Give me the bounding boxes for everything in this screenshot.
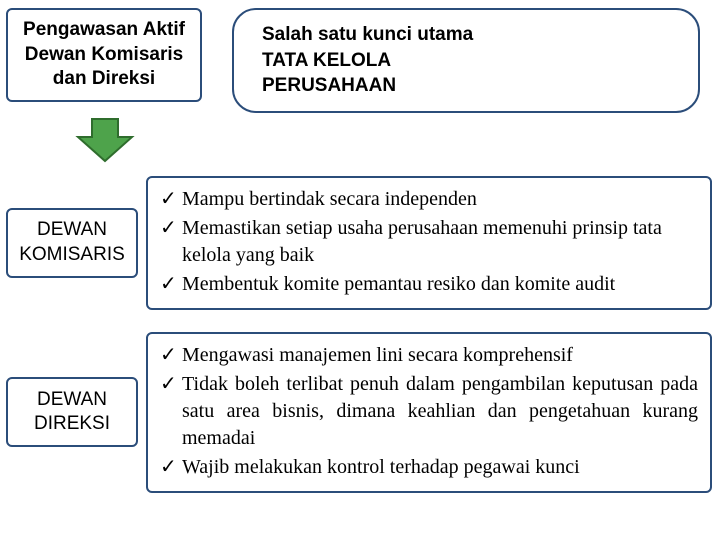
bullet-text: Membentuk komite pemantau resiko dan kom… xyxy=(182,273,615,295)
bullet-text: Wajib melakukan kontrol terhadap pegawai… xyxy=(182,456,580,478)
bullet-box-komisaris: ✓Mampu bertindak secara independen✓Memas… xyxy=(146,176,712,310)
title-box-left: Pengawasan Aktif Dewan Komisaris dan Dir… xyxy=(6,8,202,102)
check-icon: ✓ xyxy=(160,215,177,242)
check-icon: ✓ xyxy=(160,186,177,213)
bullet-text: Mengawasi manajemen lini secara komprehe… xyxy=(182,344,573,366)
section-label-direksi: DEWAN DIREKSI xyxy=(6,377,138,447)
bullet-text: Mampu bertindak secara independen xyxy=(182,188,477,210)
bullet-box-direksi: ✓Mengawasi manajemen lini secara kompreh… xyxy=(146,332,712,493)
title-right-line1: Salah satu kunci utama xyxy=(262,22,676,48)
label-line: DEWAN xyxy=(19,218,125,243)
title-box-right: Salah satu kunci utama TATA KELOLA PERUS… xyxy=(232,8,700,113)
title-right-line2: TATA KELOLA xyxy=(262,48,676,74)
bullet-item: ✓Mengawasi manajemen lini secara kompreh… xyxy=(156,342,698,369)
bullet-item: ✓Tidak boleh terlibat penuh dalam pengam… xyxy=(156,371,698,452)
bullet-item: ✓Wajib melakukan kontrol terhadap pegawa… xyxy=(156,454,698,481)
label-line: DEWAN xyxy=(34,388,110,413)
title-left-line2: Dewan Komisaris xyxy=(18,43,190,68)
down-arrow-icon xyxy=(70,117,720,168)
title-left-line3: dan Direksi xyxy=(18,67,190,92)
label-line: DIREKSI xyxy=(34,412,110,437)
check-icon: ✓ xyxy=(160,271,177,298)
check-icon: ✓ xyxy=(160,371,177,398)
check-icon: ✓ xyxy=(160,454,177,481)
check-icon: ✓ xyxy=(160,342,177,369)
bullet-text: Tidak boleh terlibat penuh dalam pengamb… xyxy=(182,373,698,449)
bullet-item: ✓Memastikan setiap usaha perusahaan meme… xyxy=(156,215,698,269)
section-label-komisaris: DEWAN KOMISARIS xyxy=(6,208,138,278)
title-right-line3: PERUSAHAAN xyxy=(262,73,676,99)
bullet-item: ✓Mampu bertindak secara independen xyxy=(156,186,698,213)
bullet-item: ✓Membentuk komite pemantau resiko dan ko… xyxy=(156,271,698,298)
title-left-line1: Pengawasan Aktif xyxy=(18,18,190,43)
bullet-text: Memastikan setiap usaha perusahaan memen… xyxy=(182,217,662,266)
label-line: KOMISARIS xyxy=(19,243,125,268)
